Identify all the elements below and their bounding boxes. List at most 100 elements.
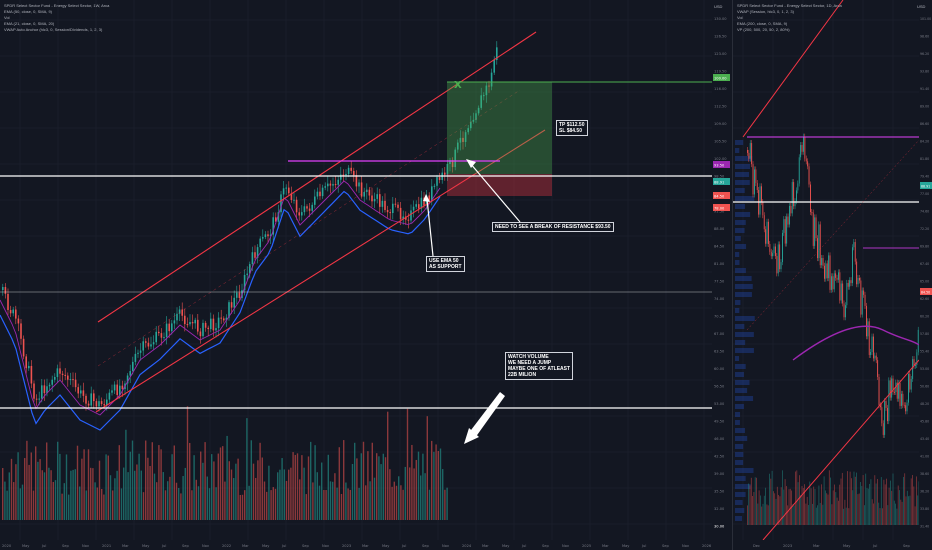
volume-bar	[332, 481, 334, 520]
daily-candle-body	[843, 303, 845, 318]
volume-bar	[244, 490, 246, 520]
volume-bar	[299, 479, 301, 520]
daily-volume-bar	[818, 485, 820, 525]
daily-price-axis-tick: 72.20	[920, 227, 929, 231]
candle-body	[311, 204, 313, 211]
daily-candle-body	[840, 283, 842, 301]
candle-body	[217, 317, 220, 329]
legend-ema200-daily: EMA (200, close, 0, SMA, 9)	[737, 21, 788, 26]
volume-bar	[17, 452, 19, 520]
daily-chart-canvas[interactable]: 101.00 98.60 96.20 93.80 91.40 89.00 86.60 84.2…	[733, 0, 932, 550]
candle-body	[342, 174, 345, 176]
candle-body	[249, 264, 251, 274]
daily-volume-bar	[787, 505, 789, 525]
volume-bar	[433, 451, 435, 520]
volume-bar	[41, 470, 43, 520]
daily-price-axis-tick: 81.80	[920, 157, 929, 161]
daily-volume-bar	[747, 505, 748, 525]
daily-volume-bar	[845, 507, 847, 525]
daily-candle-body	[846, 282, 848, 306]
candle-body	[483, 95, 485, 97]
candle-body	[93, 393, 95, 402]
time-axis-label: Jul	[281, 544, 286, 548]
candle-body	[54, 376, 56, 380]
candle-body	[202, 322, 204, 337]
price-axis-tick: 42.50	[714, 455, 725, 459]
candle-body	[277, 212, 280, 222]
legend-title-daily: SPDR Select Sector Fund - Energy Select …	[737, 3, 842, 8]
price-axis-tick: 81.00	[714, 262, 725, 266]
volume-bar	[303, 467, 305, 520]
ema-support-note[interactable]: USE EMA 50 AS SUPPORT	[426, 256, 465, 272]
volume-profile-bar	[735, 148, 740, 153]
candle-body	[87, 403, 90, 406]
volume-bar	[142, 492, 145, 520]
volume-bar	[169, 476, 171, 520]
daily-candle-body	[913, 359, 915, 366]
price-axis-tick: 39.00	[714, 472, 725, 476]
daily-volume-bar	[904, 473, 906, 525]
candle-body	[215, 328, 217, 331]
daily-volume-bar	[913, 486, 915, 525]
volume-bar	[197, 486, 200, 520]
candle-body	[321, 187, 324, 197]
daily-volume-bar	[916, 476, 917, 525]
volume-bar	[250, 440, 252, 520]
volume-bar	[274, 488, 277, 520]
candle-body	[22, 338, 25, 357]
volume-bar	[131, 440, 134, 520]
time-axis-label: 2021	[102, 544, 111, 548]
candle-body	[43, 385, 46, 394]
volume-note[interactable]: WATCH VOLUME WE NEED A JUMP MAYBE ONE OF…	[505, 352, 574, 380]
time-axis-label: 2020	[2, 544, 12, 548]
volume-bar	[120, 488, 123, 520]
daily-candle-body	[784, 219, 786, 244]
volume-bar	[428, 489, 431, 520]
daily-volume-bar	[819, 502, 821, 525]
volume-bar	[191, 490, 193, 520]
candle-body	[69, 379, 72, 381]
candle-body	[197, 319, 199, 332]
candle-body	[493, 60, 495, 73]
price-axis-tick: 109.00	[714, 122, 727, 126]
volume-profile-bar	[735, 220, 746, 225]
price-axis-tick: 32.00	[714, 507, 725, 511]
volume-bar	[15, 464, 17, 520]
daily-volume-bar	[858, 493, 860, 525]
daily-chart-pane[interactable]: 101.00 98.60 96.20 93.80 91.40 89.00 86.60 84.2…	[732, 0, 932, 550]
daily-volume-bar	[797, 482, 799, 525]
trade-box-note[interactable]: TP $112.50 SL $84.50	[556, 120, 588, 136]
break-resistance-note[interactable]: NEED TO SEE A BREAK OF RESISTANCE $93.50	[492, 222, 614, 232]
candle-body	[74, 379, 77, 388]
candle-body	[256, 247, 259, 258]
volume-profile-bar	[735, 332, 754, 337]
daily-candle-body	[836, 277, 838, 280]
candle-body	[264, 234, 267, 238]
volume-bar	[204, 442, 206, 520]
daily-candle-body	[805, 158, 807, 162]
daily-candle-body	[814, 217, 816, 246]
daily-volume-bar	[912, 475, 913, 525]
candle-body	[113, 384, 116, 391]
volume-bar	[156, 482, 158, 520]
volume-profile-bar	[735, 140, 744, 145]
volume-bar	[90, 467, 92, 520]
daily-candle-body	[803, 136, 804, 152]
weekly-chart-pane[interactable]: X 130.00 126.50 123.00 119.50 116.00 112.50 109…	[0, 0, 730, 550]
daily-volume-bar	[890, 480, 891, 525]
daily-volume-bar	[880, 477, 882, 525]
daily-candle-body	[852, 247, 853, 284]
weekly-chart-canvas[interactable]: X 130.00 126.50 123.00 119.50 116.00 112.50 109…	[0, 0, 730, 550]
volume-profile-bar	[735, 516, 743, 521]
daily-volume-bar	[808, 505, 809, 525]
volume-bar	[13, 482, 15, 520]
daily-volume-bar	[860, 482, 861, 525]
volume-bar	[241, 494, 244, 520]
candle-body	[85, 395, 87, 404]
candle-body	[176, 313, 178, 321]
daily-volume-bar	[760, 495, 761, 525]
volume-bar	[213, 461, 215, 520]
price-axis-tick: 53.00	[714, 402, 725, 406]
daily-candle-body	[768, 221, 769, 245]
candle-body	[207, 327, 209, 330]
